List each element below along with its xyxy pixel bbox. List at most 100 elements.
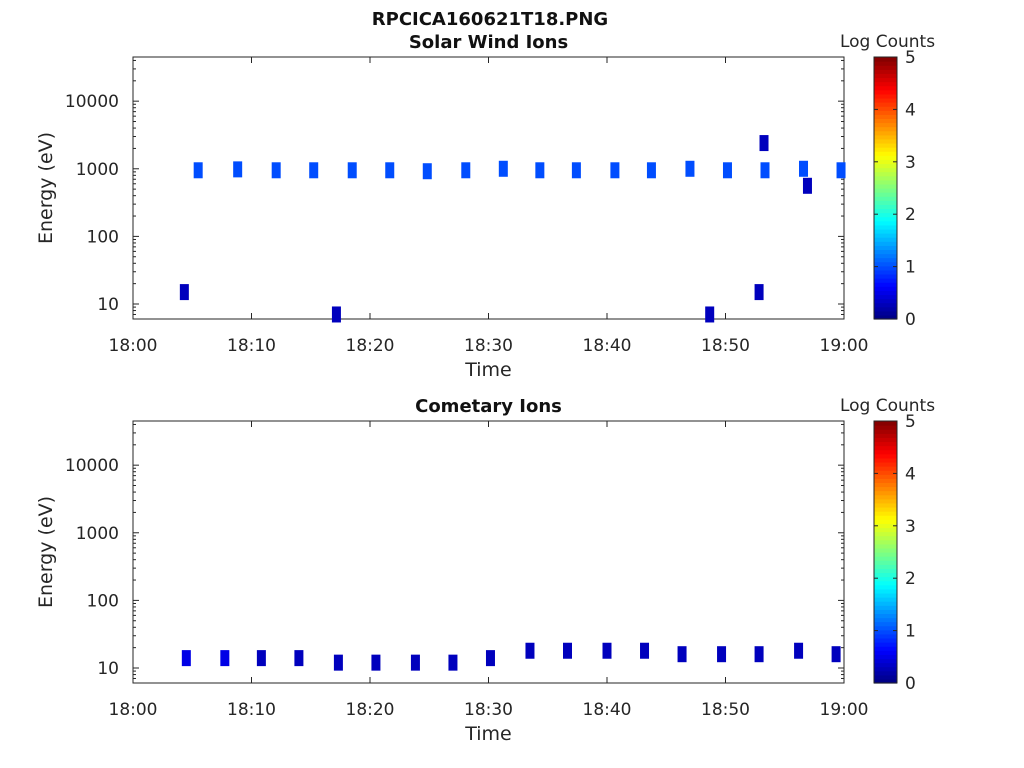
colorbar-segment	[874, 93, 897, 99]
colorbar-segment	[874, 470, 897, 475]
data-point	[794, 642, 804, 659]
data-point	[677, 646, 687, 663]
colorbar-tick-label: 4	[905, 100, 916, 120]
colorbar-segment	[874, 228, 897, 234]
colorbar-segment	[874, 110, 897, 115]
x-tick-label: 18:40	[583, 336, 632, 356]
data-point	[571, 162, 581, 179]
colorbar-segment	[874, 678, 897, 684]
x-tick-label: 18:30	[464, 700, 513, 720]
data-point	[760, 162, 770, 179]
y-axis-label: Energy (eV)	[35, 496, 57, 608]
colorbar-segment	[874, 515, 897, 520]
colorbar-segment	[874, 502, 897, 508]
colorbar-segment	[874, 547, 897, 553]
colorbar-segment	[874, 179, 897, 185]
colorbar-segment	[874, 506, 897, 512]
colorbar-segment	[874, 208, 897, 214]
colorbar-segment	[874, 73, 897, 79]
colorbar-segment	[874, 314, 897, 320]
colorbar-segment	[874, 633, 897, 639]
colorbar-segment	[874, 629, 897, 635]
colorbar-label: Log Counts	[840, 32, 935, 52]
colorbar-segment	[874, 163, 897, 169]
colorbar-segment	[874, 126, 897, 132]
colorbar-tick-label: 5	[905, 48, 916, 68]
data-point	[759, 135, 769, 152]
colorbar-segment	[874, 77, 897, 83]
colorbar-segment	[874, 233, 897, 238]
colorbar-segment	[874, 306, 897, 312]
colorbar-segment	[874, 613, 897, 619]
plot-area	[132, 56, 845, 320]
colorbar-segment	[874, 584, 897, 590]
data-point	[717, 646, 727, 663]
colorbar-tick-label: 4	[905, 464, 916, 484]
colorbar-segment	[874, 253, 897, 259]
y-tick-label: 10000	[65, 456, 119, 476]
colorbar-segment	[874, 527, 897, 533]
data-point	[836, 162, 846, 179]
data-point	[331, 306, 341, 323]
colorbar-segment	[874, 588, 897, 594]
colorbar-segment	[874, 147, 897, 152]
colorbar-segment	[874, 200, 897, 205]
x-tick-label: 18:50	[701, 336, 750, 356]
colorbar-segment	[874, 539, 897, 545]
data-point	[333, 654, 343, 671]
y-tick-label: 100	[87, 591, 119, 611]
y-tick-label: 10	[97, 659, 119, 679]
x-tick-label: 18:40	[583, 700, 632, 720]
y-tick-label: 10	[97, 295, 119, 315]
colorbar-segment	[874, 212, 897, 218]
data-point	[448, 654, 458, 671]
colorbar-tick-label: 5	[905, 412, 916, 432]
colorbar-segment	[874, 425, 897, 430]
colorbar-segment	[874, 278, 897, 283]
data-point	[602, 642, 612, 659]
panel-title: Cometary Ions	[415, 396, 562, 417]
data-point	[646, 162, 656, 179]
y-tick-label: 100	[87, 227, 119, 247]
data-point	[525, 642, 535, 659]
colorbar-segment	[874, 642, 897, 647]
data-point	[498, 160, 508, 177]
colorbar-segment	[874, 102, 897, 107]
data-point	[193, 162, 203, 179]
colorbar-segment	[874, 114, 897, 120]
colorbar-segment	[874, 204, 897, 210]
data-point	[610, 162, 620, 179]
colorbar-segment	[874, 310, 897, 316]
colorbar-segment	[874, 118, 897, 124]
colorbar-segment	[874, 592, 897, 598]
colorbar-segment	[874, 654, 897, 660]
colorbar-segment	[874, 302, 897, 308]
colorbar-segment	[874, 482, 897, 488]
colorbar-tick-label: 2	[905, 569, 916, 589]
y-axis-label: Energy (eV)	[35, 132, 57, 244]
colorbar-tick-label: 2	[905, 205, 916, 225]
colorbar-segment	[874, 85, 897, 91]
colorbar-segment	[874, 486, 897, 492]
colorbar-segment	[874, 273, 897, 279]
figure-title: RPCICA160621T18.PNG	[372, 9, 608, 30]
data-point	[802, 177, 812, 194]
colorbar-segment	[874, 69, 897, 74]
x-tick-label: 19:00	[820, 700, 869, 720]
data-point	[461, 162, 471, 179]
colorbar-segment	[874, 437, 897, 443]
colorbar-segment	[874, 65, 897, 70]
x-axis-label: Time	[464, 359, 512, 381]
colorbar-segment	[874, 441, 897, 447]
colorbar-segment	[874, 601, 897, 606]
colorbar-segment	[874, 461, 897, 467]
colorbar-segment	[874, 122, 897, 128]
colorbar-segment	[874, 572, 897, 578]
colorbar-segment	[874, 196, 897, 201]
colorbar-segment	[874, 130, 897, 136]
colorbar-segment	[874, 298, 897, 304]
panel-title: Solar Wind Ions	[409, 32, 568, 53]
x-tick-label: 18:30	[464, 336, 513, 356]
